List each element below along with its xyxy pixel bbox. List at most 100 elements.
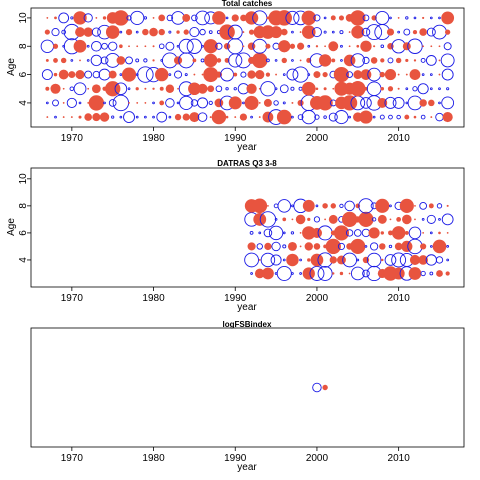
x-tick-label: 1970 xyxy=(61,453,84,464)
negative-residual-bubble xyxy=(285,10,300,25)
negative-residual-bubble xyxy=(112,94,130,112)
positive-residual-bubble xyxy=(289,43,296,49)
negative-residual-bubble xyxy=(366,252,382,268)
positive-residual-bubble xyxy=(330,15,336,21)
positive-residual-bubble xyxy=(262,111,274,123)
negative-residual-bubble xyxy=(440,53,455,68)
positive-residual-bubble xyxy=(44,29,50,35)
negative-residual-bubble xyxy=(51,28,60,37)
positive-residual-bubble xyxy=(409,69,421,80)
negative-residual-bubble xyxy=(384,96,397,109)
negative-residual-bubble xyxy=(250,272,253,275)
negative-residual-bubble xyxy=(101,42,108,50)
y-tick-label: 4 xyxy=(18,100,29,106)
negative-residual-bubble xyxy=(86,44,90,48)
negative-residual-bubble xyxy=(127,87,131,91)
panel-total-catches: Total catches 1970 1980 1990 2000 2010 4 6 8 10… xyxy=(6,0,465,153)
negative-residual-bubble xyxy=(438,87,441,91)
positive-residual-bubble xyxy=(408,267,422,280)
positive-residual-bubble xyxy=(404,114,410,120)
positive-residual-bubble xyxy=(83,27,93,37)
positive-residual-bubble xyxy=(297,99,304,106)
y-axis-label: Age xyxy=(6,218,17,236)
negative-residual-bubble xyxy=(54,115,57,119)
positive-residual-bubble xyxy=(413,115,417,119)
negative-residual-bubble xyxy=(317,265,333,281)
positive-residual-bubble xyxy=(380,58,385,63)
negative-residual-bubble xyxy=(260,252,276,268)
negative-residual-bubble xyxy=(228,53,243,68)
negative-residual-bubble xyxy=(270,254,282,266)
negative-residual-bubble xyxy=(298,86,303,91)
negative-residual-bubble xyxy=(130,10,145,25)
positive-residual-bubble xyxy=(91,84,101,94)
negative-residual-bubble xyxy=(360,97,372,109)
negative-residual-bubble xyxy=(405,101,409,105)
positive-residual-bubble xyxy=(350,10,366,26)
negative-residual-bubble xyxy=(41,69,53,81)
positive-residual-bubble xyxy=(315,87,319,91)
negative-residual-bubble xyxy=(184,73,188,77)
negative-residual-bubble xyxy=(168,115,172,119)
positive-residual-bubble xyxy=(438,45,441,48)
positive-residual-bubble xyxy=(333,66,350,83)
positive-residual-bubble xyxy=(430,116,433,118)
negative-residual-bubble xyxy=(166,14,174,22)
negative-residual-bubble xyxy=(291,115,294,119)
negative-residual-bubble xyxy=(403,28,411,36)
negative-residual-bubble xyxy=(441,68,454,81)
negative-residual-bubble xyxy=(339,30,344,35)
negative-residual-bubble xyxy=(119,73,123,76)
positive-residual-bubble xyxy=(301,10,317,26)
positive-residual-bubble xyxy=(342,95,358,111)
positive-residual-bubble xyxy=(176,30,180,34)
negative-residual-bubble xyxy=(312,382,322,393)
positive-residual-bubble xyxy=(395,57,402,64)
positive-residual-bubble xyxy=(311,227,323,238)
y-tick-label: 4 xyxy=(18,257,29,263)
negative-residual-bubble xyxy=(179,95,194,110)
negative-residual-bubble xyxy=(441,213,454,226)
negative-residual-bubble xyxy=(387,57,394,64)
positive-residual-bubble xyxy=(428,99,435,107)
negative-residual-bubble xyxy=(328,112,338,122)
positive-residual-bubble xyxy=(307,258,311,262)
negative-residual-bubble xyxy=(323,16,327,20)
negative-residual-bubble xyxy=(446,258,450,262)
negative-residual-bubble xyxy=(135,115,139,119)
negative-residual-bubble xyxy=(197,97,209,109)
positive-residual-bubble xyxy=(121,67,137,82)
positive-residual-bubble xyxy=(377,97,388,108)
negative-residual-bubble xyxy=(268,225,284,241)
positive-residual-bubble xyxy=(84,113,93,121)
positive-residual-bubble xyxy=(62,116,65,118)
positive-residual-bubble xyxy=(228,96,242,110)
positive-residual-bubble xyxy=(315,45,319,48)
negative-residual-bubble xyxy=(362,14,370,22)
positive-residual-bubble xyxy=(353,70,363,79)
negative-residual-bubble xyxy=(314,114,320,120)
positive-residual-bubble xyxy=(174,113,182,121)
negative-residual-bubble xyxy=(191,14,198,22)
negative-residual-bubble xyxy=(276,265,292,281)
positive-residual-bubble xyxy=(446,204,449,207)
negative-residual-bubble xyxy=(249,231,254,235)
negative-residual-bubble xyxy=(274,218,278,221)
negative-residual-bubble xyxy=(419,202,428,210)
positive-residual-bubble xyxy=(299,232,302,234)
positive-residual-bubble xyxy=(445,271,450,276)
positive-residual-bubble xyxy=(79,59,81,62)
y-axis-label: Age xyxy=(6,58,17,76)
negative-residual-bubble xyxy=(340,59,343,62)
positive-residual-bubble xyxy=(438,73,441,76)
negative-residual-bubble xyxy=(100,56,109,65)
negative-residual-bubble xyxy=(240,71,247,78)
y-tick-label: 6 xyxy=(18,71,29,77)
positive-residual-bubble xyxy=(75,70,85,80)
negative-residual-bubble xyxy=(242,101,245,105)
negative-residual-bubble xyxy=(73,82,87,96)
positive-residual-bubble xyxy=(317,95,333,111)
x-tick-label: 2000 xyxy=(306,453,329,464)
negative-residual-bubble xyxy=(256,243,263,250)
negative-residual-bubble xyxy=(98,68,111,81)
